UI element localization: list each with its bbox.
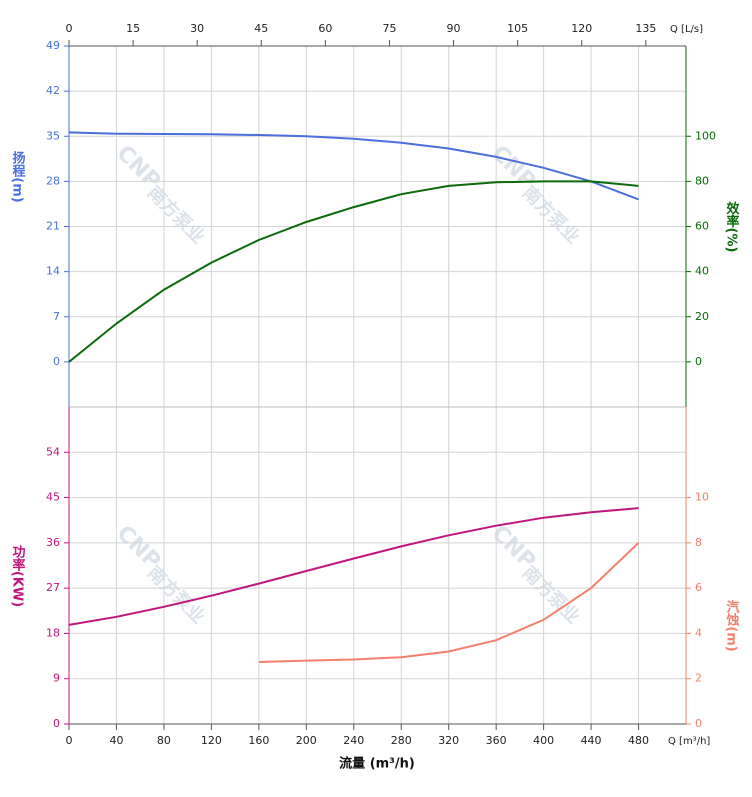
x2-unit: Q [L/s] <box>670 24 703 35</box>
x-tick-label: 80 <box>157 734 171 747</box>
x2-tick-label: 120 <box>571 22 592 35</box>
y-tick-label: 0 <box>53 717 60 730</box>
x2-tick-label: 15 <box>126 22 140 35</box>
axis-label: 扬程(m) <box>9 150 25 203</box>
x-unit: Q [m³/h] <box>668 736 710 747</box>
x2-tick-label: 135 <box>635 22 656 35</box>
x2-tick-label: 75 <box>382 22 396 35</box>
y2-tick-label: 8 <box>695 536 702 549</box>
watermark-text: 南方泵业 <box>518 182 584 248</box>
y-tick-label: 54 <box>46 445 60 458</box>
y-tick-label: 35 <box>46 129 60 142</box>
x-tick-label: 480 <box>628 734 649 747</box>
y2-tick-label: 60 <box>695 220 709 233</box>
axis-label: 效率(%) <box>723 201 739 252</box>
y-tick-label: 36 <box>46 536 60 549</box>
y2-tick-label: 100 <box>695 129 716 142</box>
watermark-text: 南方泵业 <box>518 562 584 628</box>
y2-tick-label: 80 <box>695 174 709 187</box>
y-tick-label: 49 <box>46 39 60 52</box>
x-tick-label: 200 <box>296 734 317 747</box>
y-tick-label: 18 <box>46 626 60 639</box>
y-tick-label: 14 <box>46 265 60 278</box>
x-tick-label: 280 <box>391 734 412 747</box>
axis-label: 功率(KW) <box>9 544 25 607</box>
y2-tick-label: 2 <box>695 672 702 685</box>
x2-tick-label: 30 <box>190 22 204 35</box>
x-tick-label: 400 <box>533 734 554 747</box>
y-tick-label: 7 <box>53 310 60 323</box>
y2-tick-label: 0 <box>695 717 702 730</box>
watermark-text: 南方泵业 <box>143 562 209 628</box>
x-tick-label: 120 <box>201 734 222 747</box>
y-tick-label: 9 <box>53 672 60 685</box>
y2-tick-label: 0 <box>695 355 702 368</box>
y2-tick-label: 6 <box>695 581 702 594</box>
x-tick-label: 40 <box>109 734 123 747</box>
x-tick-label: 240 <box>343 734 364 747</box>
x2-tick-label: 60 <box>318 22 332 35</box>
curve <box>68 180 639 363</box>
curve <box>258 542 640 663</box>
y-tick-label: 27 <box>46 581 60 594</box>
y-tick-label: 28 <box>46 174 60 187</box>
y-tick-label: 42 <box>46 84 60 97</box>
x-tick-label: 160 <box>248 734 269 747</box>
curve <box>68 507 639 626</box>
x2-tick-label: 90 <box>447 22 461 35</box>
x2-tick-label: 105 <box>507 22 528 35</box>
y-tick-label: 0 <box>53 355 60 368</box>
y-tick-label: 45 <box>46 491 60 504</box>
watermark: CNP 南方泵业 CNP 南方泵业 CNP 南方泵业 CNP 南方泵业 <box>112 141 585 628</box>
x-tick-label: 440 <box>581 734 602 747</box>
y2-tick-label: 10 <box>695 491 709 504</box>
curve <box>68 131 639 201</box>
x-tick-label: 320 <box>438 734 459 747</box>
y2-tick-label: 20 <box>695 310 709 323</box>
x-tick-label: 0 <box>66 734 73 747</box>
x-tick-label: 360 <box>486 734 507 747</box>
x2-tick-label: 45 <box>254 22 268 35</box>
y2-tick-label: 40 <box>695 265 709 278</box>
x-axis-title: 流量 (m³/h) <box>339 756 415 772</box>
x2-tick-label: 0 <box>66 22 73 35</box>
y-tick-label: 21 <box>46 220 60 233</box>
axis-label: 汽蚀(m) <box>723 599 739 652</box>
y2-tick-label: 4 <box>695 626 702 639</box>
watermark-text: 南方泵业 <box>143 182 209 248</box>
